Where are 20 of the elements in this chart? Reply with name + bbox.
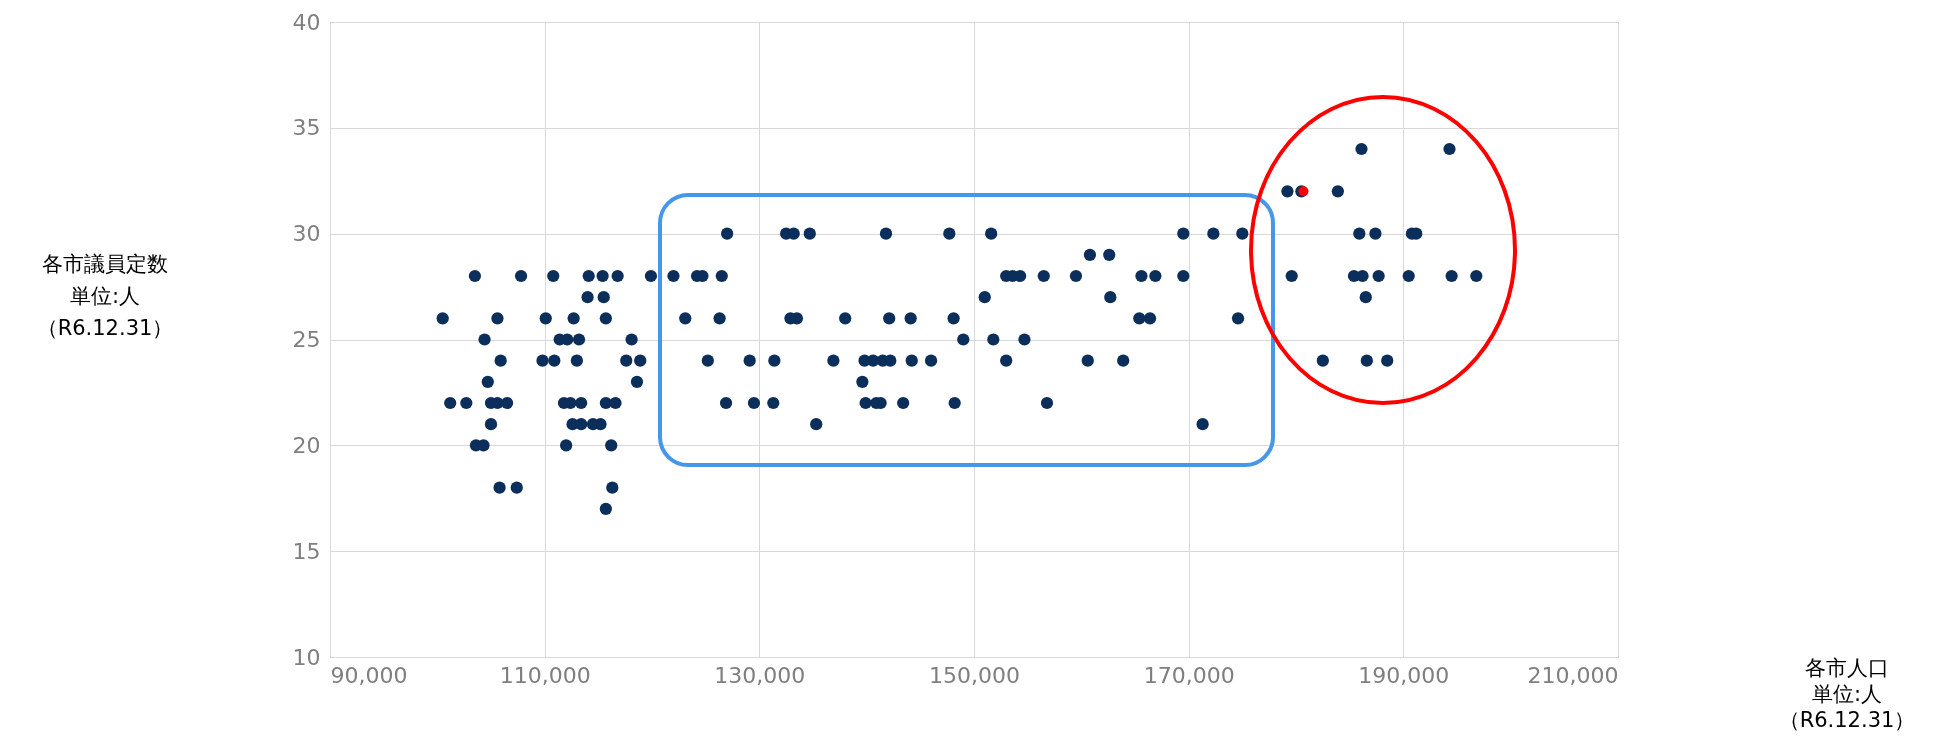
x-tick-label: 130,000: [714, 662, 806, 688]
x-tick-label: 110,000: [499, 662, 591, 688]
text: 単位:人: [1811, 682, 1883, 706]
y-tick-label: 40: [292, 9, 321, 35]
text: 各市人口: [1805, 656, 1889, 680]
y-tick-label: 25: [292, 327, 321, 352]
y-tick-label: 35: [292, 115, 321, 141]
x-tick-label: 210,000: [1527, 662, 1619, 688]
y-tick-label: 10: [292, 644, 321, 670]
x-tick-label: 150,000: [929, 662, 1020, 688]
text: 各市議員定数: [42, 252, 168, 276]
text: （R6.12.31）: [36, 316, 174, 340]
y-tick-label: 15: [292, 538, 321, 564]
y-tick-label: 20: [292, 432, 321, 458]
text: （R6.12.31）: [1778, 708, 1916, 732]
x-tick-label: 190,000: [1358, 662, 1450, 688]
x-tick-label: 170,000: [1143, 662, 1235, 688]
x-tick-label: 90,000: [330, 662, 408, 688]
text: 単位:人: [69, 284, 141, 308]
y-tick-label: 30: [292, 221, 321, 247]
